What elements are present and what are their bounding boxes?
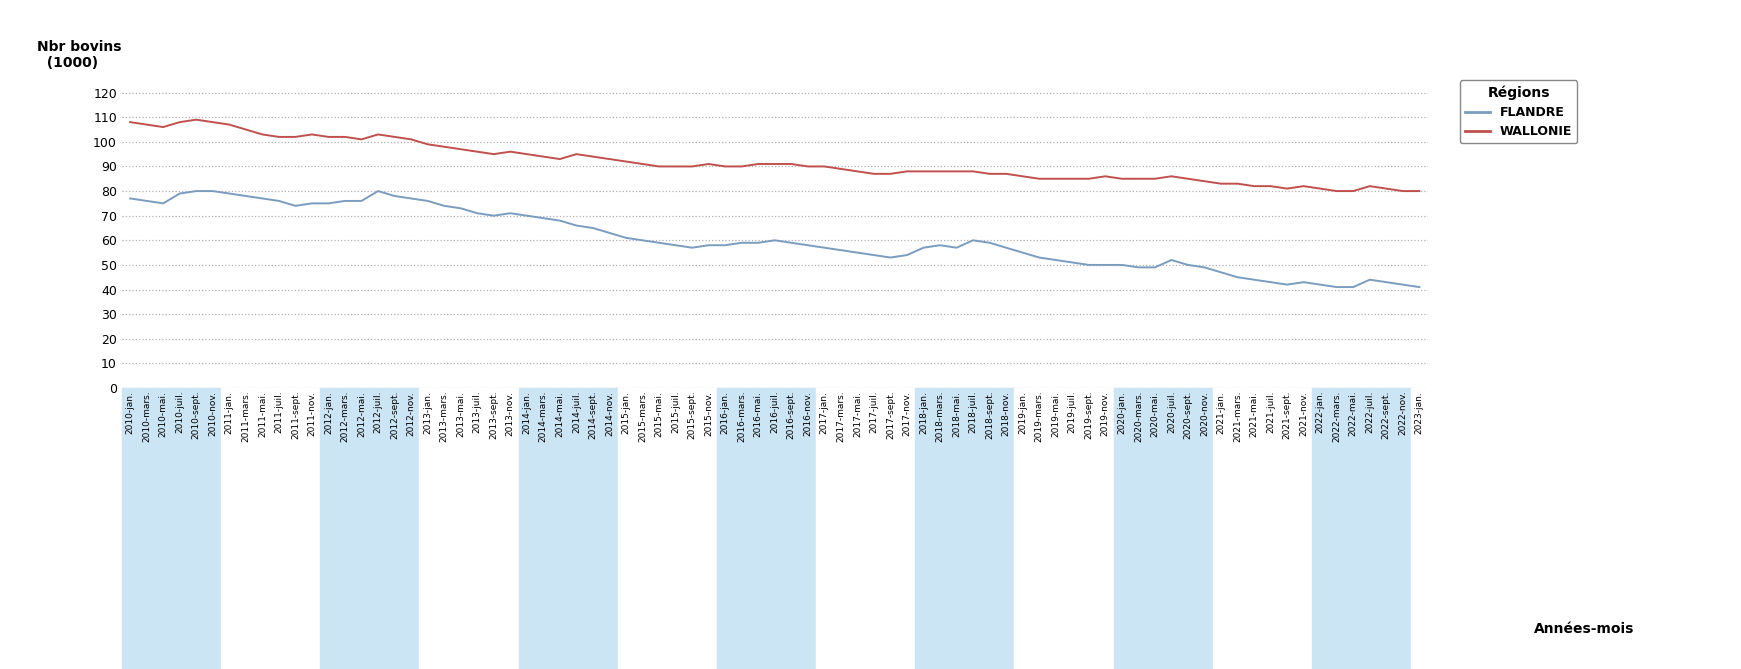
Bar xyxy=(1295,388,1313,669)
Bar xyxy=(799,388,817,669)
Bar xyxy=(237,388,254,669)
Bar xyxy=(1229,388,1247,669)
Bar xyxy=(1180,388,1196,669)
Bar xyxy=(817,388,832,669)
Bar xyxy=(171,388,188,669)
Bar xyxy=(468,388,486,669)
Bar xyxy=(1081,388,1097,669)
Bar xyxy=(1262,388,1280,669)
Bar xyxy=(1280,388,1295,669)
Bar xyxy=(865,388,883,669)
Bar xyxy=(634,388,651,669)
Text: Nbr bovins
  (1000): Nbr bovins (1000) xyxy=(37,40,122,70)
Bar xyxy=(1114,388,1130,669)
Bar xyxy=(1213,388,1229,669)
Bar xyxy=(435,388,453,669)
Bar xyxy=(883,388,898,669)
Bar xyxy=(387,388,402,669)
Bar xyxy=(1097,388,1114,669)
Bar xyxy=(916,388,931,669)
Bar xyxy=(998,388,1015,669)
Bar xyxy=(402,388,420,669)
Bar xyxy=(1328,388,1346,669)
Bar xyxy=(1379,388,1395,669)
Bar xyxy=(303,388,320,669)
Bar xyxy=(420,388,435,669)
Bar xyxy=(601,388,618,669)
Bar xyxy=(982,388,998,669)
Bar xyxy=(898,388,916,669)
Bar xyxy=(552,388,568,669)
Bar xyxy=(568,388,585,669)
Bar xyxy=(1361,388,1379,669)
Bar xyxy=(336,388,353,669)
Bar xyxy=(766,388,783,669)
Bar xyxy=(1064,388,1081,669)
Bar xyxy=(1346,388,1361,669)
Bar xyxy=(254,388,270,669)
Bar xyxy=(931,388,949,669)
Legend: FLANDRE, WALLONIE: FLANDRE, WALLONIE xyxy=(1461,80,1577,143)
Bar xyxy=(717,388,733,669)
Bar xyxy=(155,388,171,669)
Bar xyxy=(1412,388,1428,669)
Bar xyxy=(1163,388,1180,669)
Text: Années-mois: Années-mois xyxy=(1534,622,1635,636)
Bar xyxy=(965,388,982,669)
Bar xyxy=(733,388,750,669)
Bar xyxy=(1313,388,1328,669)
Bar xyxy=(519,388,534,669)
Bar xyxy=(700,388,717,669)
Bar xyxy=(122,388,138,669)
Bar xyxy=(585,388,601,669)
Bar xyxy=(832,388,850,669)
Bar xyxy=(1048,388,1064,669)
Bar xyxy=(320,388,336,669)
Bar xyxy=(667,388,684,669)
Bar xyxy=(684,388,700,669)
Bar xyxy=(1147,388,1163,669)
Bar xyxy=(486,388,501,669)
Bar xyxy=(1247,388,1262,669)
Bar xyxy=(138,388,155,669)
Bar xyxy=(1196,388,1213,669)
Bar xyxy=(1130,388,1147,669)
Bar xyxy=(850,388,865,669)
Bar xyxy=(534,388,552,669)
Bar xyxy=(651,388,667,669)
Bar xyxy=(204,388,221,669)
Bar xyxy=(221,388,237,669)
Bar xyxy=(1015,388,1031,669)
Bar xyxy=(353,388,369,669)
Bar xyxy=(618,388,634,669)
Bar xyxy=(750,388,766,669)
Bar xyxy=(270,388,287,669)
Bar xyxy=(188,388,204,669)
Bar xyxy=(501,388,519,669)
Bar xyxy=(1395,388,1412,669)
Bar xyxy=(1031,388,1048,669)
Bar xyxy=(369,388,387,669)
Bar xyxy=(783,388,799,669)
Bar xyxy=(287,388,303,669)
Bar xyxy=(949,388,965,669)
Bar xyxy=(453,388,468,669)
